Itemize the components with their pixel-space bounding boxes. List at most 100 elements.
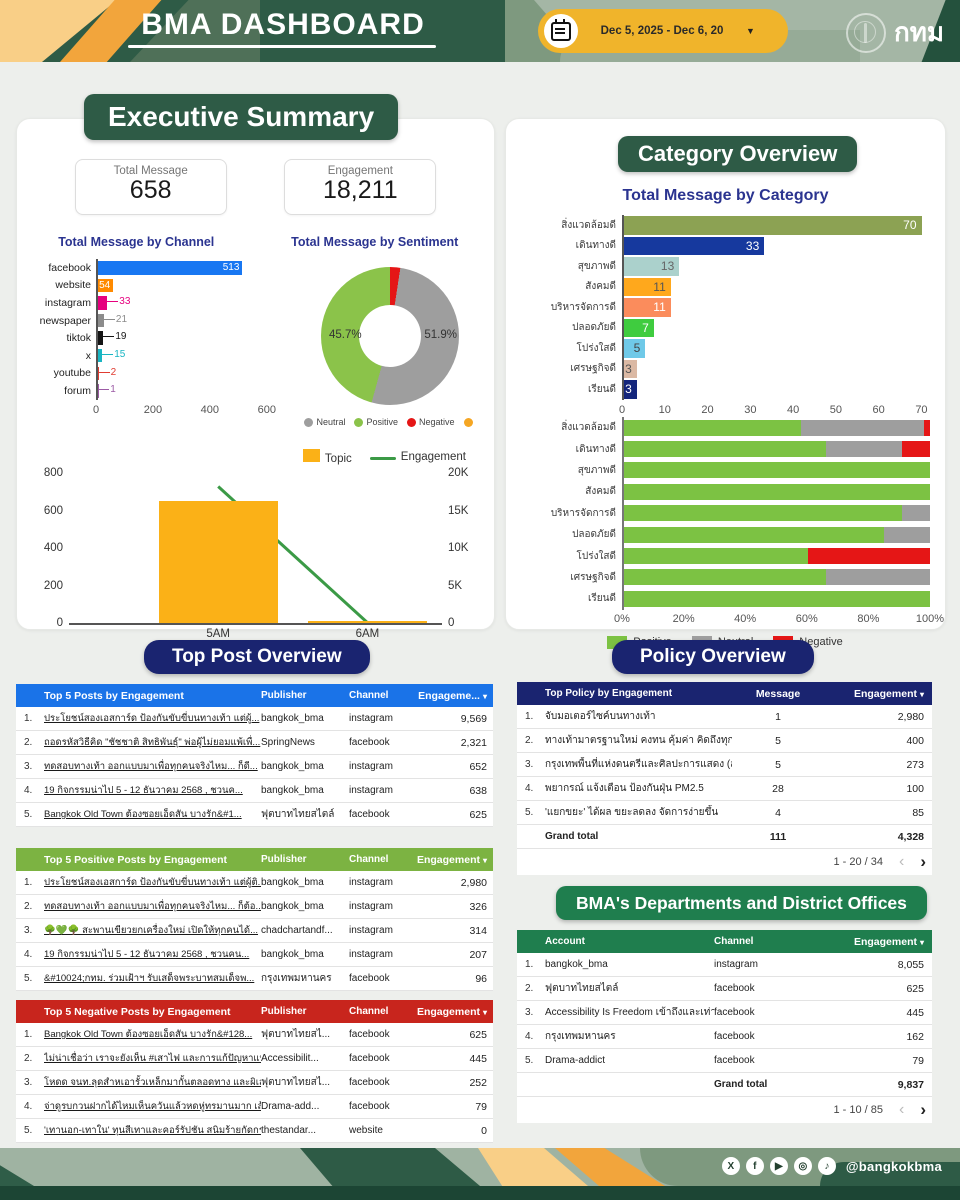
- category-bar-track: 5: [622, 338, 930, 359]
- donut: 45.7% 51.9%: [321, 267, 459, 405]
- post-title-link[interactable]: ถอดรหัสวิธีคิด "ชัชชาติ สิทธิพันธุ์" พ่อ…: [44, 737, 261, 748]
- row-index: 3.: [24, 761, 33, 772]
- account-row: 1. bangkok_bma instagram 8,055: [517, 953, 932, 977]
- post-channel: instagram: [349, 949, 393, 960]
- post-title-link[interactable]: 🌳💚🌳 สะพานเขียวยกเครื่องใหม่ เปิดให้ทุกคน…: [44, 925, 259, 936]
- policy-table: Top Policy by Engagement Message Engagemen…: [517, 682, 932, 875]
- channel-label: website: [55, 279, 91, 292]
- axis-tick: 200: [143, 403, 163, 416]
- youtube-icon[interactable]: ▶: [769, 1157, 788, 1175]
- row-index: 1.: [525, 711, 534, 722]
- category-bar: 7: [624, 318, 654, 337]
- prev-page-icon[interactable]: ‹: [899, 853, 905, 870]
- post-title-link[interactable]: ประโยชน์สองเอสการ์ด ป้องกันขับขี่บนทางเท…: [44, 713, 260, 724]
- post-engagement: 445: [469, 1052, 487, 1065]
- segment-neutral: [825, 569, 930, 586]
- post-title-cell: ไม่น่าเชื่อว่า เราจะยังเห็น #เสาไฟ และกา…: [44, 1051, 261, 1066]
- next-page-icon[interactable]: ›: [920, 1100, 926, 1119]
- row-index: 1.: [525, 959, 534, 970]
- row-index: 2.: [24, 737, 33, 748]
- post-title-link[interactable]: 'เทานอก-เทาใน' ทุนสีเทาและคอร์รัปชัน สนิ…: [44, 1125, 261, 1136]
- account-engagement: 162: [906, 1030, 924, 1043]
- post-row: 2. ถอดรหัสวิธีคิด "ชัชชาติ สิทธิพันธุ์" พ…: [16, 731, 493, 755]
- instagram-icon[interactable]: ◎: [793, 1157, 812, 1175]
- column-header-engagement[interactable]: Engagement ▾: [853, 687, 924, 700]
- sort-caret-icon[interactable]: ▾: [482, 1007, 487, 1017]
- post-title-link[interactable]: Bangkok Old Town ต้องซอยเอ็ดสัน บางรัก&#…: [44, 809, 242, 820]
- engagement-line-swatch: [369, 457, 396, 460]
- segment-positive: [624, 569, 826, 586]
- post-title-link[interactable]: 19 กิจกรรมน่าไป 5 - 12 ธันวาคม 2568 , ชว…: [44, 949, 250, 960]
- category-value: 11: [653, 300, 666, 315]
- stacked-bar-row: เศรษฐกิจดี: [520, 566, 930, 589]
- column-header-engagement[interactable]: Engagement ▾: [416, 853, 487, 866]
- post-title-link[interactable]: 19 กิจกรรมน่าไป 5 - 12 ธันวาคม 2568 , ชว…: [44, 785, 243, 796]
- post-title-link[interactable]: ประโยชน์สองเอสการ์ด ป้องกันขับขี่บนทางเท…: [44, 877, 261, 888]
- tiktok-icon[interactable]: ♪: [817, 1157, 836, 1175]
- grand-total-row: Grand total 111 4,328: [517, 825, 932, 849]
- axis-tick: 20: [701, 403, 714, 416]
- post-engagement: 96: [475, 972, 487, 985]
- category-bar-track: 33: [622, 235, 930, 256]
- sort-caret-icon[interactable]: ▾: [482, 855, 487, 865]
- post-publisher: bangkok_bma: [261, 785, 324, 796]
- sort-caret-icon[interactable]: ▾: [482, 691, 487, 701]
- post-title-link[interactable]: โหดด จนท.ลุดสำหเอารั้วเหล็กมากั้นตลอดทาง…: [44, 1077, 261, 1088]
- sentiment-stacked-chart: สิ่งแวดล้อมดี เดินทางดี สุขภาพดี สังคมดี บริ…: [520, 417, 944, 649]
- column-header-engagement[interactable]: Engagement ▾: [416, 1005, 487, 1018]
- channel-bar-track: 54: [96, 276, 281, 295]
- channel-bar-row: tiktok 19: [31, 329, 281, 347]
- legend-label: Positive: [366, 417, 398, 427]
- prev-page-icon[interactable]: ‹: [899, 1101, 905, 1118]
- post-title-link[interactable]: &#10024;กทม. ร่วมเฝ้าฯ รับเสด็จพระบาทสมเ…: [44, 973, 255, 984]
- post-title-cell: ทดสอบทางเท้า ออกแบบมาเพื่อทุกคนจริงไหม..…: [44, 759, 261, 774]
- post-title-link[interactable]: จ่าดูรบกวนฝากได้ไหมเห็นควันแล้วหดหู่ทรมา…: [44, 1101, 261, 1112]
- date-range-picker[interactable]: Dec 5, 2025 - Dec 6, 20 ▼: [538, 9, 788, 53]
- category-bar-track: 11: [622, 297, 930, 318]
- post-channel: facebook: [349, 737, 390, 748]
- sentiment-legend: Neutral Positive Negative: [295, 417, 485, 427]
- post-title-link[interactable]: ทดสอบทางเท้า ออกแบบมาเพื่อทุกคนจริงไหม..…: [44, 761, 258, 772]
- sort-caret-icon[interactable]: ▾: [919, 937, 924, 947]
- row-index: 1.: [24, 713, 33, 724]
- column-header-engagement[interactable]: Engagement ▾: [853, 935, 924, 948]
- x-icon[interactable]: X: [721, 1157, 740, 1175]
- post-title-cell: 🌳💚🌳 สะพานเขียวยกเครื่องใหม่ เปิดให้ทุกคน…: [44, 923, 261, 938]
- legend-dot: [304, 417, 314, 427]
- trend-x-label: 5AM: [206, 628, 231, 640]
- channel-value: 15: [102, 349, 125, 360]
- category-bar-row: สิ่งแวดล้อมดี 70: [520, 215, 930, 236]
- category-label: เศรษฐกิจดี: [570, 363, 616, 375]
- post-title-link[interactable]: ทดสอบทางเท้า ออกแบบมาเพื่อทุกคนจริงไหม..…: [44, 901, 261, 912]
- axis-tick: 400: [200, 403, 220, 416]
- account-engagement: 445: [906, 1006, 924, 1019]
- facebook-icon[interactable]: f: [745, 1157, 764, 1175]
- post-title-cell: ประโยชน์สองเอสการ์ด ป้องกันขับขี่บนทางเท…: [44, 711, 261, 726]
- category-bar-row: เรียนดี 3: [520, 379, 930, 400]
- topic-swatch: [302, 449, 320, 462]
- post-title-link[interactable]: Bangkok Old Town ต้องซอยเอ็ดสัน บางรัก&#…: [44, 1029, 253, 1040]
- segment-negative: [807, 548, 930, 565]
- category-label: ปลอดภัยดี: [572, 529, 616, 541]
- channel-value: 33: [107, 296, 130, 307]
- column-header-engagement[interactable]: Engageme... ▾: [418, 689, 487, 702]
- post-publisher: Accessibilit...: [261, 1053, 319, 1064]
- policy-name: พยากรณ์ แจ้งเตือน ป้องกันฝุ่น PM2.5: [545, 783, 704, 794]
- row-index: 1.: [24, 877, 33, 888]
- post-title-cell: ถอดรหัสวิธีคิด "ชัชชาติ สิทธิพันธุ์" พ่อ…: [44, 735, 261, 750]
- category-label: โปร่งใสดี: [576, 550, 616, 562]
- axis-tick: 40: [786, 403, 800, 416]
- next-page-icon[interactable]: ›: [920, 852, 926, 871]
- legend-item: Positive: [354, 417, 398, 427]
- post-title-cell: 19 กิจกรรมน่าไป 5 - 12 ธันวาคม 2568 , ชว…: [44, 947, 261, 962]
- axis-tick: 600: [257, 403, 276, 416]
- category-label: เรียนดี: [588, 593, 616, 605]
- column-header: Publisher: [261, 1006, 307, 1017]
- policy-name: กรุงเทพพื้นที่แห่งดนตรีและศิลปะการแสดง (…: [545, 759, 732, 770]
- sort-caret-icon[interactable]: ▾: [919, 689, 924, 699]
- policy-engagement: 273: [906, 758, 924, 771]
- account-name: bangkok_bma: [545, 959, 608, 970]
- account-name: Drama-addict: [545, 1055, 606, 1066]
- post-title-link[interactable]: ไม่น่าเชื่อว่า เราจะยังเห็น #เสาไฟ และกา…: [44, 1053, 261, 1064]
- kpi-total-message: Total Message 658: [74, 159, 227, 215]
